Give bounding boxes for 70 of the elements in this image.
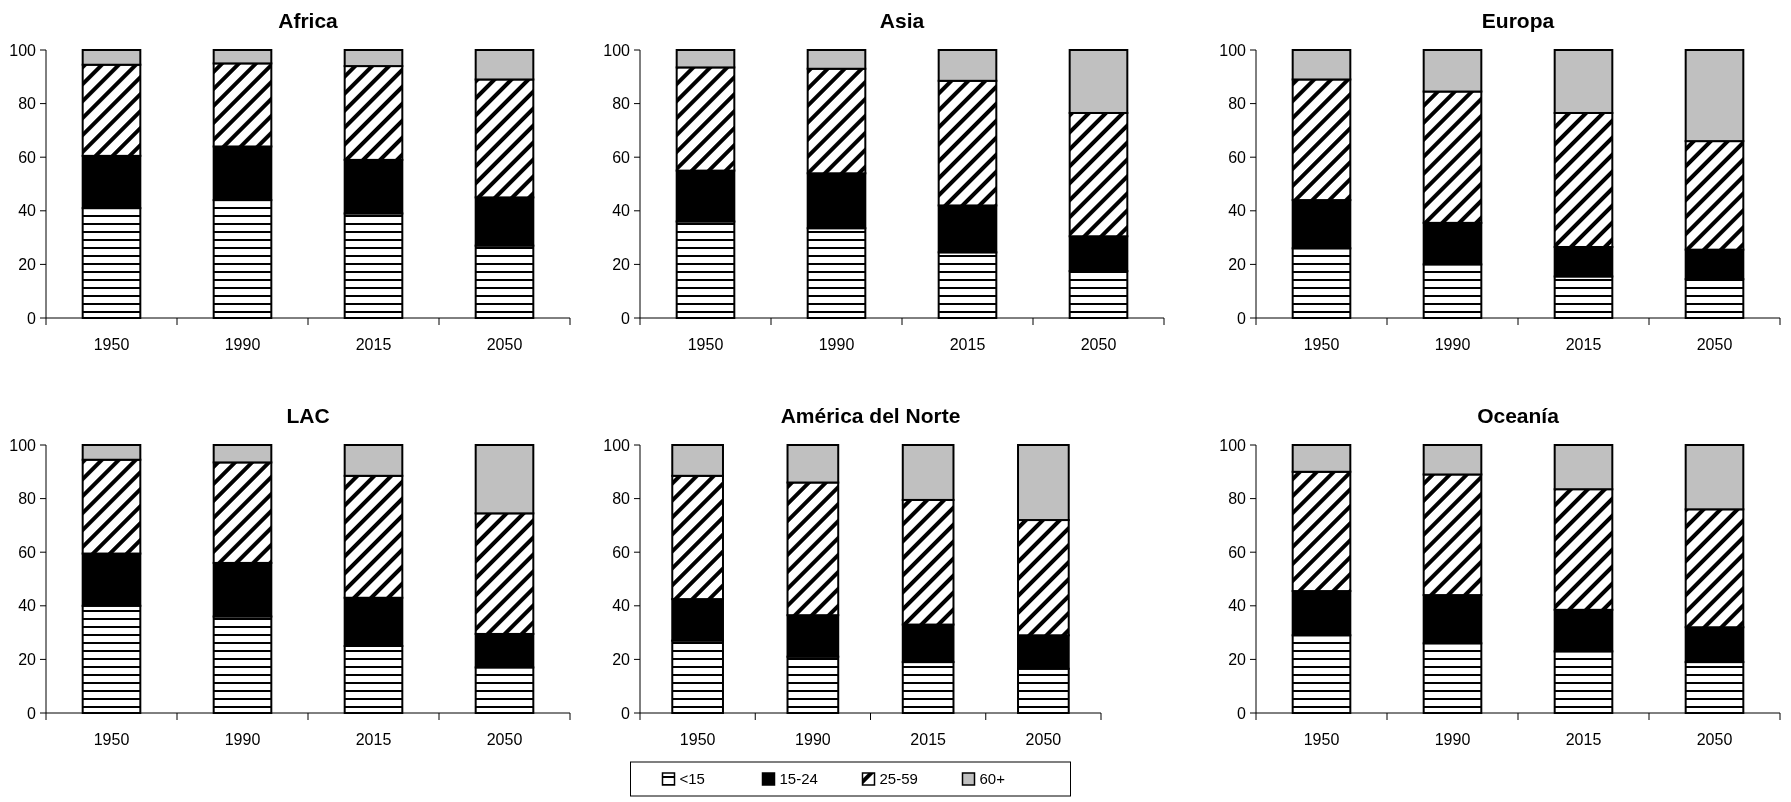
y-tick-label: 100 bbox=[1219, 436, 1247, 454]
y-tick-label: 40 bbox=[18, 202, 37, 220]
x-tick-label: 1950 bbox=[1303, 336, 1340, 353]
y-tick-label: 40 bbox=[612, 202, 631, 220]
x-tick-label: 1990 bbox=[1434, 336, 1471, 353]
y-tick-label: 60 bbox=[18, 148, 37, 166]
x-tick-label: 2050 bbox=[1080, 336, 1117, 353]
x-tick-label: 2015 bbox=[1565, 731, 1602, 748]
y-tick-label: 80 bbox=[18, 95, 37, 113]
chart-title: América del Norte bbox=[780, 404, 961, 427]
y-tick-label: 100 bbox=[1219, 41, 1247, 59]
y-tick-label: 0 bbox=[27, 309, 37, 327]
y-tick-label: 40 bbox=[1228, 597, 1247, 615]
y-tick-label: 40 bbox=[1228, 202, 1247, 220]
legend-label: 25-59 bbox=[879, 770, 918, 788]
x-tick-label: 1950 bbox=[1303, 731, 1340, 748]
y-tick-label: 40 bbox=[612, 597, 631, 615]
chart-title: Europa bbox=[1481, 9, 1555, 32]
y-tick-label: 0 bbox=[27, 704, 37, 722]
y-tick-label: 60 bbox=[612, 543, 631, 561]
x-tick-label: 1990 bbox=[818, 336, 855, 353]
y-tick-label: 60 bbox=[18, 543, 37, 561]
y-tick-label: 60 bbox=[612, 148, 631, 166]
y-tick-label: 100 bbox=[9, 41, 37, 59]
x-tick-label: 1990 bbox=[795, 731, 831, 748]
x-tick-label: 1950 bbox=[93, 731, 130, 748]
y-tick-label: 80 bbox=[1228, 95, 1247, 113]
x-tick-label: 2050 bbox=[1696, 336, 1733, 353]
legend-label: 60+ bbox=[979, 770, 1006, 788]
y-tick-label: 20 bbox=[1228, 256, 1247, 273]
y-tick-label: 100 bbox=[603, 436, 631, 454]
y-tick-label: 40 bbox=[18, 597, 37, 615]
y-tick-label: 20 bbox=[1228, 651, 1247, 668]
x-tick-label: 2015 bbox=[1565, 336, 1602, 353]
legend-label: 15-24 bbox=[779, 770, 818, 788]
y-tick-label: 80 bbox=[612, 490, 631, 508]
x-tick-label: 1950 bbox=[679, 731, 716, 748]
chart-title: Asia bbox=[879, 9, 925, 32]
x-tick-label: 1990 bbox=[1434, 731, 1471, 748]
x-tick-label: 1990 bbox=[224, 336, 261, 353]
legend-label: <15 bbox=[679, 770, 705, 788]
x-tick-label: 1950 bbox=[93, 336, 130, 353]
x-tick-label: 2050 bbox=[1696, 731, 1733, 748]
y-tick-label: 0 bbox=[621, 704, 631, 722]
y-tick-label: 80 bbox=[18, 490, 37, 508]
y-tick-label: 60 bbox=[1228, 543, 1247, 561]
x-tick-label: 1990 bbox=[224, 731, 261, 748]
y-tick-label: 60 bbox=[1228, 148, 1247, 166]
x-tick-label: 2050 bbox=[1025, 731, 1062, 748]
y-tick-label: 100 bbox=[603, 41, 631, 59]
chart-title: Oceanía bbox=[1477, 404, 1560, 427]
y-tick-label: 0 bbox=[1237, 309, 1247, 327]
y-tick-label: 20 bbox=[612, 256, 631, 273]
x-tick-label: 2015 bbox=[910, 731, 947, 748]
x-tick-label: 2015 bbox=[949, 336, 986, 353]
chart-title: LAC bbox=[286, 404, 330, 427]
y-tick-label: 20 bbox=[18, 651, 37, 668]
x-tick-label: 2050 bbox=[486, 336, 523, 353]
y-tick-label: 80 bbox=[1228, 490, 1247, 508]
x-tick-label: 1950 bbox=[687, 336, 724, 353]
x-tick-label: 2050 bbox=[486, 731, 523, 748]
y-tick-label: 100 bbox=[9, 436, 37, 454]
x-tick-label: 2015 bbox=[355, 336, 392, 353]
y-tick-label: 20 bbox=[18, 256, 37, 273]
y-tick-label: 80 bbox=[612, 95, 631, 113]
y-tick-label: 0 bbox=[1237, 704, 1247, 722]
x-tick-label: 2015 bbox=[355, 731, 392, 748]
y-tick-label: 0 bbox=[621, 309, 631, 327]
y-tick-label: 20 bbox=[612, 651, 631, 668]
chart-title: Africa bbox=[278, 9, 339, 32]
